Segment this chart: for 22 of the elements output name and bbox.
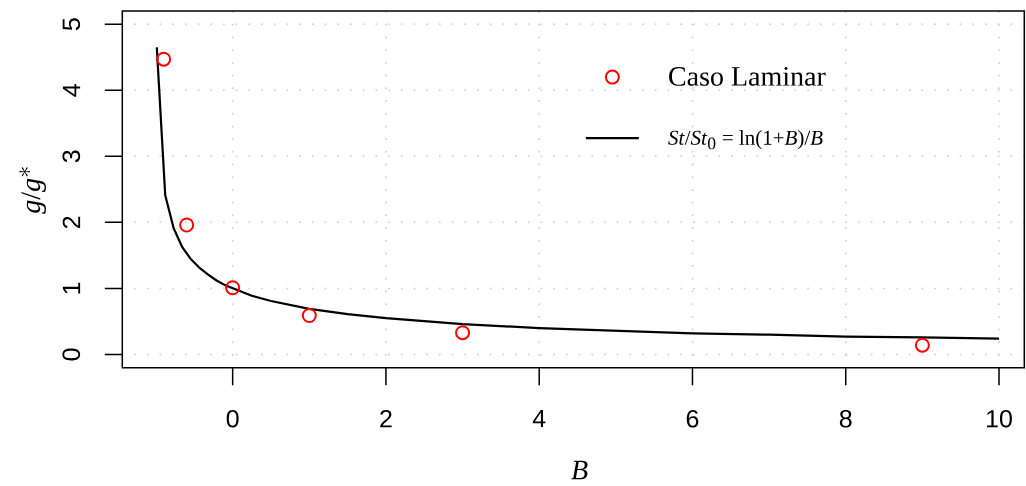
point (301, 308, 317, 323)
legend-label: St/St$_{0}$ = ln(1+B)/B (668, 130, 823, 150)
y-tick-label: 1 (62, 282, 81, 294)
point (455, 325, 471, 341)
x-tick-label: 4 (532, 409, 546, 428)
y-tick-label: 3 (62, 150, 81, 163)
x-tick-label: 6 (686, 409, 699, 428)
y-tick-label: 5 (62, 18, 81, 31)
point (914, 337, 930, 353)
x-tick-label: 8 (839, 409, 852, 428)
y-tick-label: 4 (62, 84, 81, 97)
x-axis-title: $B$ (571, 460, 588, 480)
legend-label: Caso Laminar (669, 67, 826, 86)
y-tick-label: 0 (62, 348, 81, 361)
x-tick-label: 0 (226, 409, 239, 428)
point (156, 51, 172, 67)
x-tick-label: 2 (380, 409, 392, 428)
y-axis-title: $g/g^*$ (19, 167, 46, 214)
y-tick-label: 2 (62, 216, 81, 229)
point (179, 217, 195, 233)
point (225, 280, 241, 296)
x-tick-label: 10 (987, 409, 1012, 428)
